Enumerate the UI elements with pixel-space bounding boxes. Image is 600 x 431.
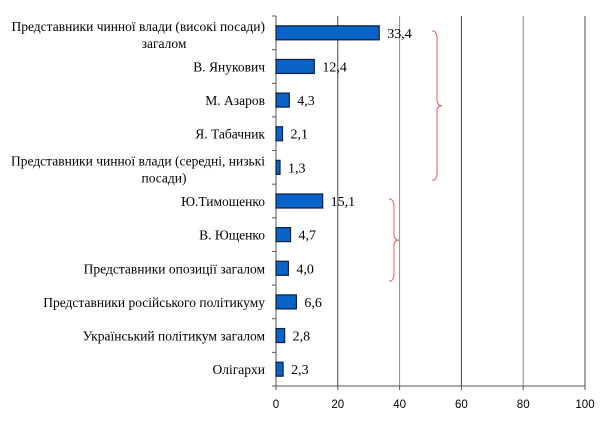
value-label: 6,6 xyxy=(304,296,322,311)
bar xyxy=(275,327,286,344)
bar xyxy=(275,159,281,175)
bar xyxy=(275,58,315,75)
x-tick-label: 0 xyxy=(273,399,279,411)
x-tick-label: 80 xyxy=(517,399,530,411)
group-brace xyxy=(431,30,443,181)
value-label: 2,8 xyxy=(293,330,311,345)
category-label: Олігархи xyxy=(213,362,266,377)
value-label: 12,4 xyxy=(322,60,347,75)
value-label: 4,3 xyxy=(297,94,315,109)
bar xyxy=(275,227,292,243)
x-tick-label: 100 xyxy=(575,399,594,411)
category-label: Представники опозиції загалом xyxy=(84,261,266,276)
category-label: Представники російського політикуму xyxy=(43,295,265,310)
bar xyxy=(275,260,289,276)
x-tick-label: 20 xyxy=(331,399,344,411)
x-tick-label: 40 xyxy=(393,399,406,411)
value-label: 2,3 xyxy=(291,363,309,378)
bar xyxy=(275,361,284,377)
category-label: М. Азаров xyxy=(205,93,265,108)
bar xyxy=(275,193,324,209)
bar xyxy=(275,92,290,108)
category-label: В. Янукович xyxy=(193,59,265,74)
category-label: В. Ющенко xyxy=(199,228,265,243)
x-tick-label: 60 xyxy=(455,399,468,411)
bar xyxy=(275,25,380,41)
category-label: Український політикум загалом xyxy=(83,329,266,344)
value-label: 1,3 xyxy=(288,161,306,176)
bar xyxy=(275,126,284,142)
category-label: Представники чинної влади (середні, низь… xyxy=(11,153,265,168)
category-label: Представники чинної влади (високі посади… xyxy=(11,19,265,34)
category-label: Я. Табачник xyxy=(195,127,265,142)
value-label: 15,1 xyxy=(331,195,356,210)
category-label: посади) xyxy=(141,170,186,185)
category-label: Ю.Тимошенко xyxy=(181,194,265,209)
bar xyxy=(275,294,297,310)
value-label: 4,0 xyxy=(296,262,314,277)
value-label: 33,4 xyxy=(387,27,412,42)
group-brace xyxy=(388,198,400,282)
category-label: загалом xyxy=(142,36,187,51)
value-label: 4,7 xyxy=(299,229,317,244)
value-label: 2,1 xyxy=(290,128,308,143)
